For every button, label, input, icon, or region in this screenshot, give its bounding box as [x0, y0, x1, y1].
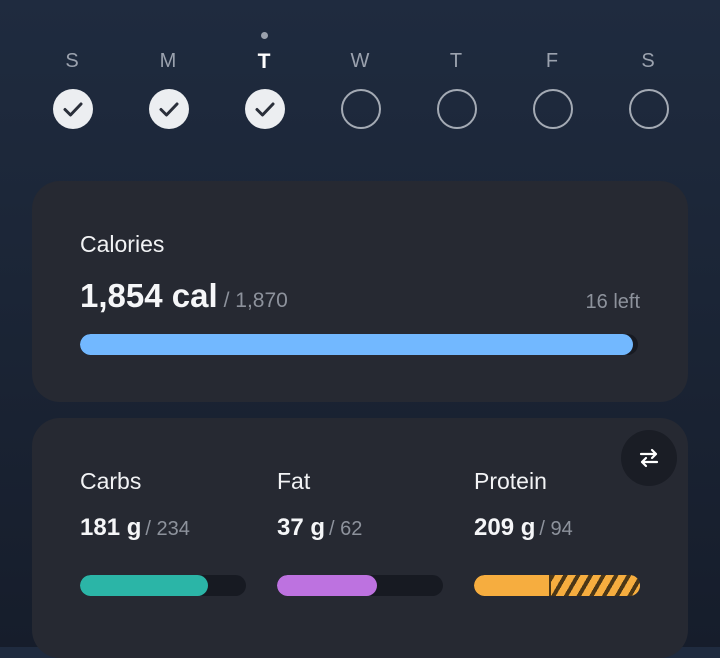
day-completed-indicator[interactable] — [53, 89, 93, 129]
macro-progress-fill — [277, 575, 377, 596]
macro-goal: / 234 — [145, 518, 190, 540]
day-open-indicator[interactable] — [341, 89, 381, 129]
day-letter: F — [545, 50, 559, 72]
macro-progress-bar — [277, 575, 443, 596]
day-tuesday-today[interactable]: T — [234, 24, 294, 144]
calories-card[interactable]: Calories 1,854 cal/ 1,870 16 left — [32, 181, 688, 402]
calories-title: Calories — [80, 231, 165, 257]
calories-progress-fill — [80, 334, 633, 355]
checkmark-icon — [255, 102, 275, 117]
macro-goal: / 62 — [329, 518, 363, 540]
day-open-indicator[interactable] — [629, 89, 669, 129]
macro-name: Fat — [277, 468, 311, 494]
day-thursday[interactable]: T — [426, 24, 486, 144]
today-dot-indicator — [261, 32, 268, 39]
goal-divider — [548, 575, 551, 596]
macro-consumed: 181 g — [80, 514, 142, 541]
macro-progress-fill — [474, 575, 640, 596]
calories-progress-bar — [80, 334, 638, 355]
macro-progress-bar — [474, 575, 640, 596]
swap-macros-button[interactable] — [621, 430, 677, 486]
macro-goal: / 94 — [539, 518, 573, 540]
day-letter: S — [641, 50, 655, 72]
macro-consumed: 209 g — [474, 514, 536, 541]
calories-goal: / 1,870 — [223, 289, 288, 312]
macro-progress-fill — [80, 575, 208, 596]
macro-value-row: 181 g/ 234 — [80, 514, 190, 542]
day-wednesday[interactable]: W — [330, 24, 390, 144]
day-letter: W — [350, 50, 370, 72]
day-friday[interactable]: F — [522, 24, 582, 144]
over-goal-stripes — [548, 575, 640, 596]
calories-value-row: 1,854 cal/ 1,870 — [80, 277, 288, 315]
day-letter: T — [449, 50, 463, 72]
macro-name: Carbs — [80, 468, 142, 494]
swap-arrows-icon — [639, 448, 659, 468]
day-completed-indicator[interactable] — [149, 89, 189, 129]
macros-card[interactable]: Carbs 181 g/ 234 Fat 37 g/ 62 Protein 20… — [32, 418, 688, 658]
checkmark-icon — [63, 102, 83, 117]
calories-consumed: 1,854 cal — [80, 277, 218, 314]
day-letter: T — [257, 50, 271, 73]
day-sunday[interactable]: S — [42, 24, 102, 144]
macro-name: Protein — [474, 468, 547, 494]
day-saturday[interactable]: S — [618, 24, 678, 144]
day-letter: S — [65, 50, 79, 72]
macro-consumed: 37 g — [277, 514, 326, 541]
day-letter: M — [159, 50, 177, 72]
macro-value-row: 209 g/ 94 — [474, 514, 573, 542]
checkmark-icon — [159, 102, 179, 117]
macro-value-row: 37 g/ 62 — [277, 514, 362, 542]
calories-remaining: 16 left — [585, 291, 640, 313]
day-open-indicator[interactable] — [533, 89, 573, 129]
day-completed-indicator[interactable] — [245, 89, 285, 129]
day-monday[interactable]: M — [138, 24, 198, 144]
macro-progress-bar — [80, 575, 246, 596]
day-open-indicator[interactable] — [437, 89, 477, 129]
week-day-tracker: S M T W T F S — [0, 0, 720, 160]
